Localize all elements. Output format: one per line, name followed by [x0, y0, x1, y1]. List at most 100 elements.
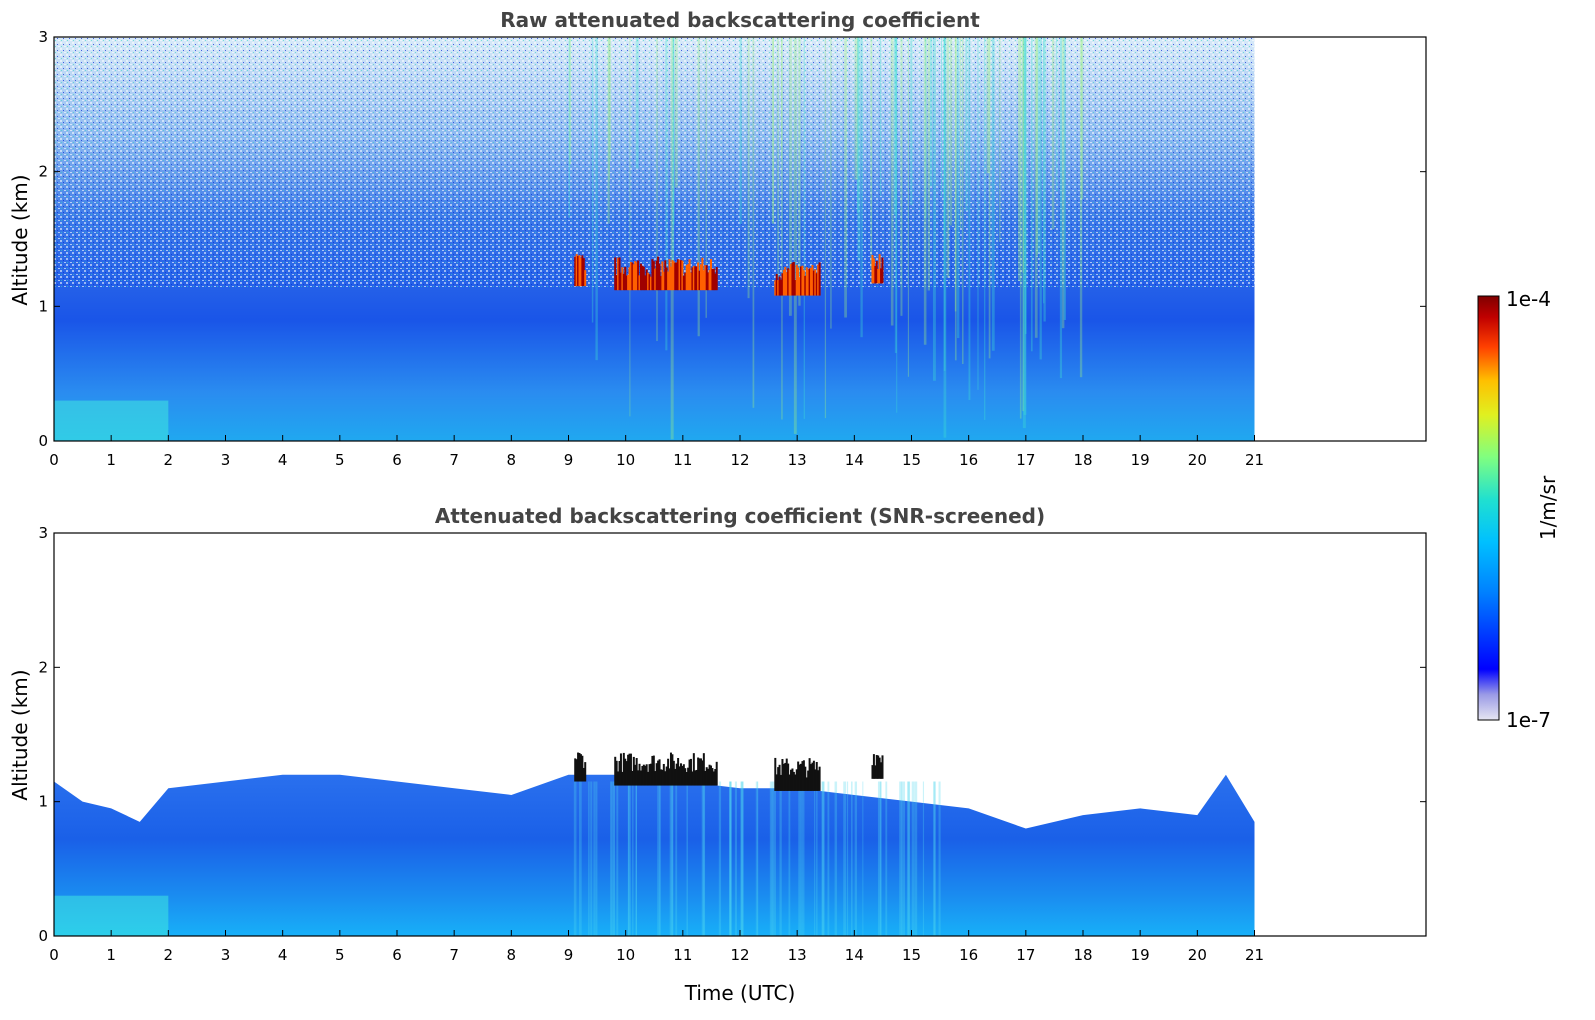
cloud-mark	[629, 261, 632, 291]
cloud-mark	[817, 770, 820, 791]
cloud-mark	[632, 756, 635, 786]
raw-streak	[977, 37, 979, 390]
snr-streak	[616, 781, 619, 936]
cloud-mark	[874, 765, 877, 779]
raw-streak	[900, 37, 903, 316]
x-tick-label: 16	[959, 946, 978, 964]
cloud-mark	[795, 264, 798, 296]
raw-streak	[894, 37, 897, 354]
cloud-mark	[584, 270, 587, 287]
raw-streak	[984, 37, 986, 420]
cloud-mark	[681, 765, 684, 786]
raw-streak	[856, 37, 859, 213]
raw-streak	[954, 37, 957, 312]
cloud-mark	[715, 267, 718, 291]
cloud-mark	[800, 266, 803, 296]
cloud-mark	[698, 758, 701, 786]
cloud-mark	[661, 769, 664, 786]
cloud-mark	[648, 764, 651, 786]
raw-streak	[1061, 37, 1065, 329]
cloud-mark	[702, 270, 705, 291]
cloud-mark	[784, 762, 787, 791]
x-tick-label: 19	[1131, 946, 1150, 964]
cloud-mark	[662, 271, 665, 291]
cloud-mark	[791, 768, 794, 791]
raw-streak	[1022, 37, 1026, 429]
cloud-mark	[811, 762, 814, 791]
cloud-mark	[645, 269, 648, 291]
panel2-x-ticks: 0 1 2 3 4 5 6 7 8 9 10 11 12 13 14 15 16 17 18 19 20 21	[49, 930, 1264, 964]
cloud-mark	[699, 758, 702, 786]
snr-streak	[670, 781, 674, 936]
snr-streak	[769, 781, 773, 936]
cloud-mark	[701, 257, 704, 291]
cloud-mark	[682, 275, 685, 291]
raw-streak	[999, 37, 1001, 243]
y-tick-label: 3	[38, 28, 48, 46]
cloud-mark	[654, 771, 657, 786]
raw-streak	[1043, 37, 1045, 304]
x-tick-label: 1	[106, 946, 116, 964]
cloud-mark	[878, 254, 881, 284]
cloud-mark	[692, 265, 695, 291]
cloud-mark	[802, 760, 805, 791]
raw-streak	[824, 37, 827, 419]
cloud-mark	[614, 257, 617, 291]
cloud-mark	[614, 756, 617, 786]
cloud-mark	[625, 275, 628, 291]
cloud-mark	[579, 257, 582, 287]
raw-streak	[932, 37, 936, 381]
cloud-mark	[678, 259, 681, 291]
snr-streak	[914, 781, 918, 936]
x-tick-label: 12	[730, 451, 749, 469]
cloud-mark	[785, 272, 788, 296]
cloud-mark	[632, 264, 635, 291]
cloud-mark	[790, 769, 793, 791]
cloud-mark	[644, 275, 647, 291]
cloud-mark	[662, 763, 665, 786]
cloud-mark	[675, 262, 678, 291]
x-tick-label: 6	[392, 946, 402, 964]
snr-streak	[771, 781, 774, 936]
cloud-mark	[579, 754, 582, 782]
cloud-mark	[712, 771, 715, 786]
cloud-mark	[624, 758, 627, 786]
cloud-mark	[581, 755, 584, 782]
cloud-mark	[777, 280, 780, 296]
snr-streak	[827, 781, 830, 936]
raw-streak	[949, 37, 953, 226]
raw-streak	[739, 37, 742, 225]
snr-streak	[879, 781, 882, 936]
cloud-mark	[808, 268, 811, 296]
cloud-mark	[682, 764, 685, 786]
cloud-mark	[689, 272, 692, 291]
cloud-mark	[647, 771, 650, 786]
cloud-mark	[637, 260, 640, 291]
cloud-mark	[881, 755, 884, 779]
cloud-mark	[615, 275, 618, 291]
cloud-mark	[577, 752, 580, 782]
cloud-mark	[705, 767, 708, 786]
snr-streak	[730, 781, 732, 936]
cloud-mark	[581, 255, 584, 287]
cloud-mark	[649, 763, 652, 786]
snr-streak	[843, 781, 847, 936]
snr-streak	[885, 781, 888, 936]
raw-streak	[1036, 37, 1038, 256]
cloud-mark	[619, 272, 622, 291]
raw-streak	[656, 37, 658, 342]
raw-streak	[988, 37, 991, 359]
snr-streak	[773, 781, 776, 936]
x-tick-label: 6	[392, 451, 402, 469]
cloud-mark	[575, 759, 578, 782]
raw-streak	[954, 37, 957, 361]
cloud-mark	[672, 261, 675, 291]
cloud-mark	[675, 763, 678, 786]
raw-streak	[569, 37, 571, 165]
snr-streak	[573, 781, 577, 936]
cloud-mark	[677, 757, 680, 786]
snr-streak	[734, 781, 738, 936]
cloud-mark	[577, 256, 580, 287]
snr-screened-panel: Attenuated backscattering coefficient (S…	[8, 504, 1427, 1005]
x-tick-label: 8	[507, 451, 517, 469]
